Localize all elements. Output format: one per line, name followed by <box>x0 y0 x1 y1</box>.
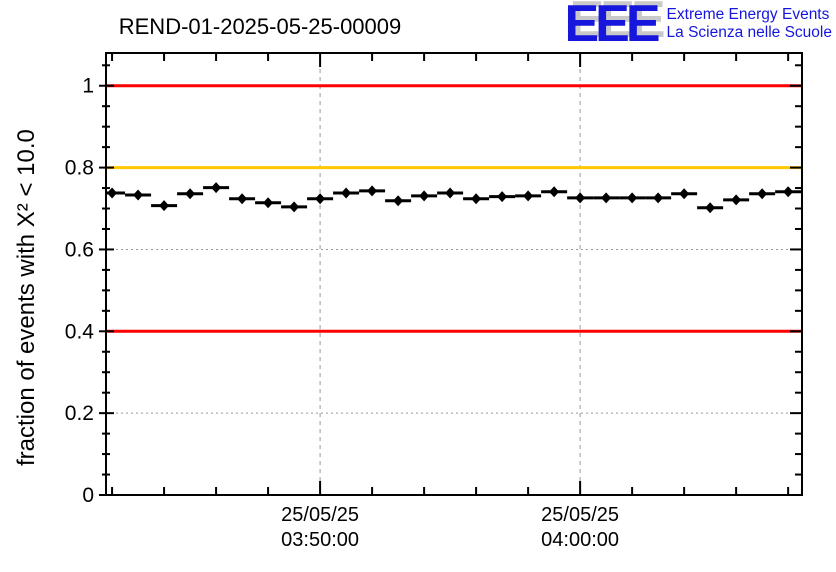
data-point-marker <box>289 201 300 213</box>
data-point-marker <box>731 194 742 206</box>
y-tick-label: 0.8 <box>65 157 94 180</box>
y-tick-label: 0.4 <box>65 320 95 343</box>
data-point-marker <box>757 188 768 200</box>
data-point-marker <box>393 195 404 207</box>
data-point-marker <box>315 193 326 205</box>
eee-logo: EEE Extreme Energy Events La Scienza nel… <box>564 0 832 53</box>
eee-logo-line2: La Scienza nelle Scuole <box>666 24 832 41</box>
plot-title: REND-01-2025-05-25-00009 <box>118 14 402 39</box>
data-point-marker <box>497 191 508 203</box>
data-point-marker <box>419 190 430 202</box>
y-axis-label: fraction of events with X² < 10.0 <box>13 129 40 466</box>
data-point-marker <box>159 200 170 212</box>
data-point-marker <box>211 182 222 194</box>
y-tick-label: 1 <box>82 75 94 98</box>
data-point-marker <box>237 193 248 205</box>
data-point-marker <box>341 187 352 199</box>
data-point-marker <box>471 193 482 205</box>
y-tick-label: 0.2 <box>65 402 94 425</box>
data-point-marker <box>627 192 638 204</box>
data-point-marker <box>549 186 560 198</box>
data-point-marker <box>653 192 664 204</box>
y-tick-label: 0.6 <box>65 238 94 261</box>
data-point-marker <box>705 202 716 214</box>
x-tick-label: 25/05/25 04:00:00 <box>541 504 619 551</box>
eee-logo-letters: EEE <box>564 0 660 53</box>
eee-logo-line1: Extreme Energy Events <box>666 6 830 23</box>
data-point-marker <box>263 197 274 209</box>
y-tick-label: 0 <box>82 484 94 507</box>
data-point-marker <box>523 190 534 202</box>
data-point-marker <box>575 192 586 204</box>
eee-logo-text: Extreme Energy Events La Scienza nelle S… <box>667 2 832 42</box>
axis-frame <box>105 52 803 496</box>
data-point-marker <box>601 192 612 204</box>
data-point-marker <box>445 187 456 199</box>
data-point-marker <box>133 189 144 201</box>
data-point-marker <box>107 187 118 199</box>
x-tick-label: 25/05/25 03:50:00 <box>281 504 359 551</box>
data-point-marker <box>679 188 690 200</box>
data-point-marker <box>783 186 794 198</box>
data-point-marker <box>367 185 378 197</box>
data-point-marker <box>185 188 196 200</box>
chart-layers: 0 0.2 0.4 0.6 0.8 1 25/05/25 03:50:00 25/05/25 04… <box>65 52 803 551</box>
